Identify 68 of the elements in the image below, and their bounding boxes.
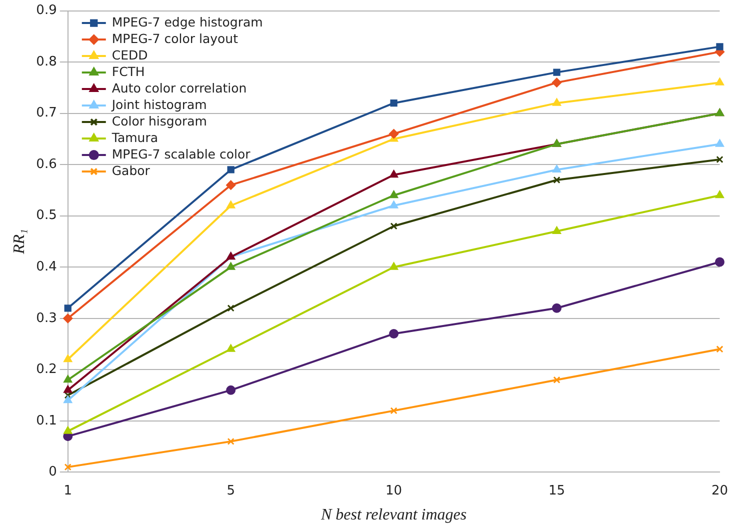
point (714, 257, 724, 267)
point (552, 78, 562, 88)
y-tick-label: 0.5 (36, 208, 57, 224)
y-tick-label: 0.9 (36, 3, 57, 18)
point (226, 262, 236, 270)
point (552, 303, 562, 313)
legend-label: CEDD (112, 47, 148, 62)
x-tick-label: 1 (64, 483, 72, 498)
point (63, 314, 73, 324)
point (716, 190, 724, 198)
x-axis-title: N best relevant images (320, 506, 467, 524)
point (227, 166, 234, 174)
point (64, 396, 72, 404)
legend-label: Tamura (110, 130, 158, 145)
point (390, 190, 398, 198)
x-tick-label: 20 (711, 483, 728, 498)
legend-label: Gabor (112, 162, 151, 178)
legend-label: MPEG-7 color layout (112, 30, 238, 46)
point (390, 170, 398, 178)
point (553, 176, 560, 184)
point (716, 346, 724, 353)
x-tick-label: 5 (226, 483, 235, 498)
y-tick-label: 0.8 (36, 54, 57, 70)
legend-label: Joint histogram (110, 96, 207, 112)
point (390, 262, 398, 270)
point (716, 156, 724, 164)
point (226, 344, 236, 352)
point (64, 392, 72, 399)
x-tick-label: 15 (548, 483, 566, 498)
point (64, 426, 72, 434)
y-tick-label: 0.4 (36, 260, 57, 275)
y-tick-label: 0 (48, 464, 57, 480)
point (716, 43, 724, 50)
point (64, 463, 72, 471)
x-tick-label: 10 (386, 483, 402, 498)
point (64, 304, 72, 312)
legend-label: FCTH (112, 64, 145, 79)
point (227, 304, 234, 312)
point (389, 129, 399, 139)
point (64, 375, 72, 383)
point (64, 354, 72, 362)
point (390, 407, 398, 414)
point (226, 200, 236, 208)
point (553, 376, 560, 384)
point (389, 329, 399, 339)
point (64, 385, 72, 393)
y-tick-label: 0.3 (36, 310, 57, 326)
point (390, 100, 398, 107)
legend-label: MPEG-7 scalable color (112, 146, 252, 162)
point (716, 78, 724, 86)
y-tick-label: 0.2 (36, 362, 57, 378)
legend-label: Color hisgoram (112, 113, 207, 128)
point (390, 200, 398, 208)
point (552, 98, 561, 106)
point (716, 139, 724, 147)
point (227, 438, 234, 446)
y-axis-title: RR₁ (10, 228, 28, 256)
point (552, 164, 561, 172)
point (553, 68, 560, 76)
legend-label: MPEG-7 edge histogram (112, 14, 263, 30)
point (226, 180, 236, 190)
point (226, 385, 236, 395)
y-tick-label: 0.1 (36, 413, 57, 428)
y-tick-label: 0.6 (36, 156, 57, 172)
y-tick-label: 0.7 (36, 106, 57, 121)
point (552, 226, 561, 234)
legend-label: Auto color correlation (112, 80, 247, 96)
point (390, 222, 398, 230)
